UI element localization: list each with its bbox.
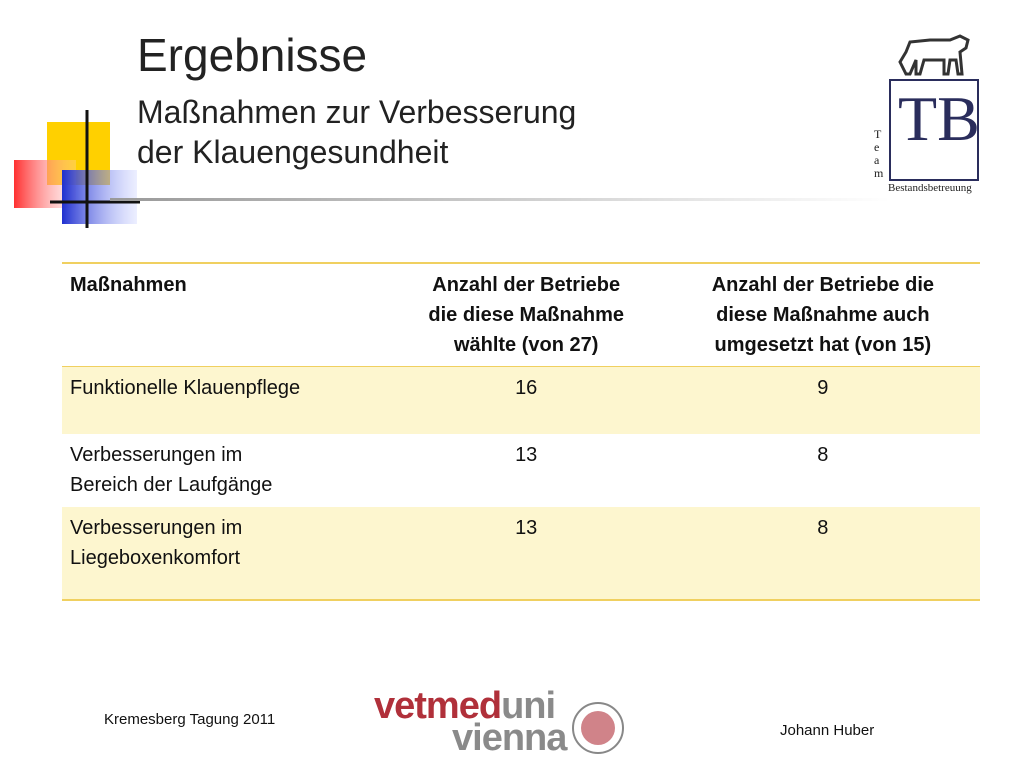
cell-line: die diese Maßnahme [428,304,624,326]
cow-icon [898,34,970,76]
row-label: Verbesserungen im Liegeboxenkomfort [62,507,387,600]
cell-line: Maßnahmen [70,274,187,296]
cell-line: Verbesserungen im [70,516,243,539]
cell-line: Liegeboxenkomfort [70,546,241,569]
brand-logo: vetmeduni vienna [374,687,567,759]
logo-frame [889,79,979,181]
header-row: Maßnahmen Anzahl der Betriebe die diese Ma… [62,263,980,367]
cell-line: Funktionelle Klauenpflege [70,377,301,399]
row-label: Funktionelle Klauenpflege [62,367,387,434]
author: Johann Huber [780,722,875,739]
logo-letter: e [874,140,880,154]
cell-value: 13 [515,443,538,466]
subtitle: Maßnahmen zur Verbesserung der Klauenges… [137,92,576,172]
logo-letter: m [874,166,884,180]
cell-value: 16 [515,377,538,399]
logo-caption: Bestandsbetreuung [888,182,972,194]
cell-value: 8 [817,443,829,466]
logo-letter: a [874,153,880,167]
cell-line: Verbesserungen im [70,443,243,466]
table-row: Verbesserungen im Liegeboxenkomfort 13 8 [62,506,980,600]
title: Ergebnisse [137,29,368,81]
table-row: Verbesserungen im Bereich der Laufgänge 13… [62,434,980,507]
cell-line: umgesetzt hat (von 15) [714,334,932,356]
cell-line: Bereich der Laufgänge [70,473,273,496]
seal [572,702,624,754]
table-row: Funktionelle Klauenpflege 16 9 [62,366,980,434]
subtitle-line: der Klauengesundheit [137,134,449,170]
brand-city: vienna [452,717,567,759]
header-cell: Maßnahmen [62,263,387,367]
cell-line: Anzahl der Betriebe die [711,274,934,296]
cell-value: 8 [817,516,829,539]
cell-line: Anzahl der Betriebe [432,274,621,296]
subtitle-line: Maßnahmen zur Verbesserung [137,94,577,130]
rule [110,198,890,201]
cell-line: wählte (von 27) [453,334,599,356]
event: Kremesberg Tagung 2011 [104,711,276,728]
brand-part: vetmed [374,685,502,727]
header-cell: Anzahl der Betriebe die diese Maßnahme au… [666,263,980,367]
brand-part: uni [501,685,556,727]
cell-value: 9 [817,377,829,399]
row-label: Verbesserungen im Bereich der Laufgänge [62,434,387,507]
table: Maßnahmen Anzahl der Betriebe die diese Ma… [62,262,980,601]
logo-monogram: TB [898,83,980,154]
cell-line: diese Maßnahme auch [716,304,930,326]
cell-value: 13 [515,516,538,539]
header-cell: Anzahl der Betriebe die diese Maßnahme wäh… [387,263,666,367]
blue-square [62,170,137,224]
logo-letter: T [874,127,882,141]
